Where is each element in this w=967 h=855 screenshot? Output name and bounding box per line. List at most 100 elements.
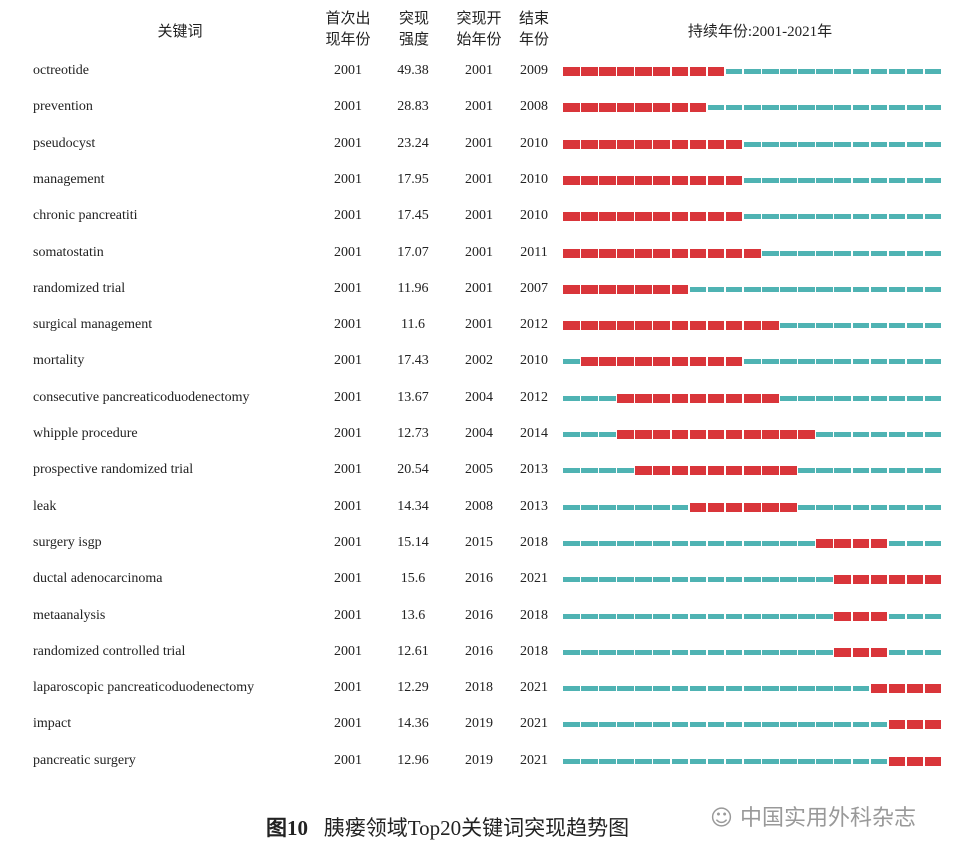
year-segment bbox=[762, 250, 779, 256]
year-segment bbox=[671, 613, 689, 619]
burst-segment bbox=[599, 321, 616, 331]
header-end: 结束年份 bbox=[518, 11, 549, 48]
year-segment bbox=[888, 432, 906, 437]
year-segment bbox=[924, 177, 942, 183]
burst-segment bbox=[743, 466, 761, 476]
year-segment bbox=[852, 177, 870, 183]
burst-segment bbox=[599, 284, 616, 294]
year-segment bbox=[798, 286, 815, 292]
burst-segment bbox=[834, 647, 852, 657]
end-cell: 2010 bbox=[520, 353, 548, 369]
year-segment bbox=[870, 105, 888, 111]
year-segment bbox=[743, 69, 761, 74]
header-begin: 突现开始年份 bbox=[456, 11, 502, 48]
year-segment bbox=[798, 722, 815, 728]
strength-cell: 12.96 bbox=[397, 752, 429, 768]
burst-bar bbox=[563, 720, 943, 730]
burst-segment bbox=[563, 175, 580, 185]
year-segment bbox=[816, 214, 833, 220]
year-segment bbox=[689, 577, 707, 583]
year-segment bbox=[762, 359, 779, 365]
burst-segment bbox=[906, 684, 924, 694]
strength-cell: 15.6 bbox=[400, 571, 426, 587]
burst-segment bbox=[906, 575, 924, 585]
year-segment bbox=[743, 105, 761, 111]
year-segment bbox=[888, 177, 906, 183]
burst-segment bbox=[725, 248, 743, 258]
year-segment bbox=[852, 722, 870, 728]
burst-segment bbox=[852, 538, 870, 548]
year-segment bbox=[743, 359, 761, 365]
year-segment bbox=[816, 686, 833, 692]
year-segment bbox=[563, 649, 580, 655]
year-segment bbox=[834, 722, 852, 728]
burst-segment bbox=[599, 357, 616, 367]
year-segment bbox=[743, 540, 761, 546]
burst-segment bbox=[653, 284, 671, 294]
strength-cell: 12.61 bbox=[397, 643, 429, 659]
year-segment bbox=[762, 214, 779, 220]
year-segment bbox=[852, 105, 870, 111]
end-cell: 2009 bbox=[520, 63, 548, 78]
year-segment bbox=[816, 722, 833, 728]
burst-segment bbox=[707, 248, 725, 258]
year-segment bbox=[798, 686, 815, 692]
year-segment bbox=[725, 540, 743, 546]
end-cell: 2013 bbox=[520, 462, 548, 478]
first-year-cell: 2001 bbox=[334, 389, 362, 405]
keyword-cell: randomized trial bbox=[33, 280, 126, 296]
year-segment bbox=[617, 540, 634, 546]
burst-segment bbox=[617, 393, 634, 403]
begin-cell: 2001 bbox=[465, 171, 493, 187]
year-segment bbox=[852, 250, 870, 256]
burst-bar bbox=[563, 575, 943, 585]
year-segment bbox=[780, 613, 797, 619]
keyword-cell: octreotide bbox=[33, 63, 89, 78]
burst-segment bbox=[707, 175, 725, 185]
year-segment bbox=[599, 686, 616, 692]
year-segment bbox=[617, 504, 634, 510]
strength-cell: 17.95 bbox=[397, 171, 429, 187]
year-segment bbox=[906, 286, 924, 292]
year-segment bbox=[707, 649, 725, 655]
first-year-cell: 2001 bbox=[334, 353, 362, 369]
burst-segment bbox=[635, 393, 652, 403]
year-segment bbox=[816, 504, 833, 510]
year-segment bbox=[743, 214, 761, 220]
burst-segment bbox=[617, 175, 634, 185]
year-segment bbox=[780, 577, 797, 583]
year-segment bbox=[870, 177, 888, 183]
table-row: pseudocyst 2001 23.24 2001 2010 bbox=[0, 134, 967, 158]
burst-segment bbox=[924, 756, 942, 766]
watermark-text: 中国实用外科杂志 bbox=[739, 806, 916, 831]
year-segment bbox=[816, 468, 833, 474]
year-segment bbox=[671, 649, 689, 655]
year-segment bbox=[816, 577, 833, 583]
burst-segment bbox=[617, 103, 634, 113]
table-row: impact 2001 14.36 2019 2021 bbox=[0, 714, 967, 738]
year-segment bbox=[906, 540, 924, 546]
burst-segment bbox=[635, 103, 652, 113]
burst-segment bbox=[689, 357, 707, 367]
burst-segment bbox=[743, 248, 761, 258]
burst-segment bbox=[671, 321, 689, 331]
year-segment bbox=[707, 577, 725, 583]
year-segment bbox=[599, 649, 616, 655]
burst-bar bbox=[563, 684, 943, 694]
year-segment bbox=[707, 722, 725, 728]
year-segment bbox=[888, 214, 906, 220]
year-segment bbox=[834, 686, 852, 692]
year-segment bbox=[581, 722, 598, 728]
year-segment bbox=[888, 359, 906, 365]
burst-segment bbox=[762, 430, 779, 439]
keyword-cell: laparoscopic pancreaticoduodenectomy bbox=[33, 680, 255, 696]
burst-segment bbox=[707, 502, 725, 512]
burst-segment bbox=[671, 357, 689, 367]
burst-segment bbox=[762, 321, 779, 331]
year-segment bbox=[689, 613, 707, 619]
burst-segment bbox=[689, 212, 707, 222]
burst-segment bbox=[599, 103, 616, 113]
year-segment bbox=[689, 286, 707, 292]
year-segment bbox=[834, 141, 852, 147]
burst-segment bbox=[581, 67, 598, 76]
